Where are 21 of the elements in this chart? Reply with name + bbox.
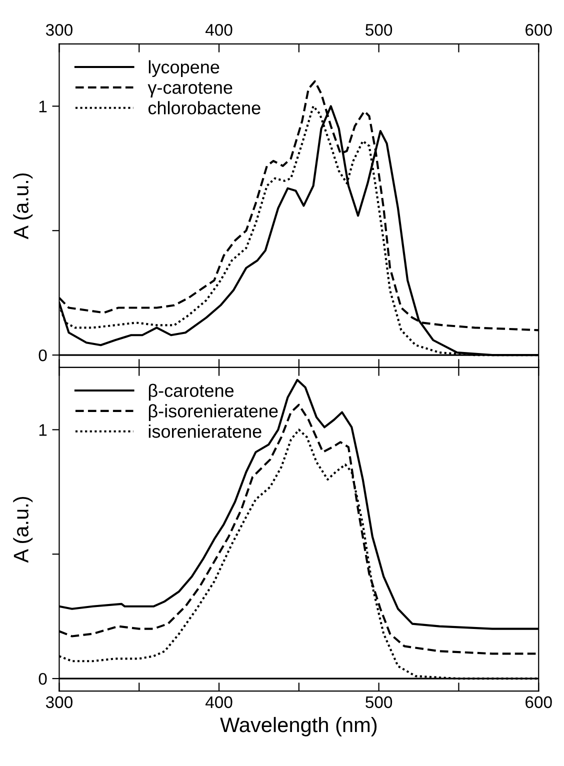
legend-label: γ-carotene <box>148 82 232 98</box>
legend-label: β-isorenieratene <box>148 404 278 422</box>
x-axis-title: Wavelength (nm) <box>220 716 377 736</box>
legend-label: chlorobactene <box>148 101 260 114</box>
y-tick-label: 0 <box>38 672 47 685</box>
x-tick-label: 400 <box>206 24 232 36</box>
x-tick-label: 600 <box>526 696 552 708</box>
x-tick-label: 400 <box>206 696 232 708</box>
legend-label: isorenieratene <box>148 424 262 438</box>
y-axis-title: A (a.u.) <box>13 173 33 240</box>
y-axis-title: A (a.u.) <box>13 496 33 563</box>
x-tick-label: 300 <box>46 24 72 36</box>
y-tick-label: 1 <box>39 100 47 112</box>
x-tick-label: 600 <box>526 24 552 36</box>
legend-label: β-carotene <box>148 384 234 401</box>
x-tick-label: 300 <box>46 696 72 708</box>
legend-label: lycopene <box>148 60 220 78</box>
y-tick-label: 0 <box>38 349 47 362</box>
y-tick-label: 1 <box>39 424 47 436</box>
x-tick-label: 500 <box>366 696 392 708</box>
x-tick-label: 500 <box>366 24 392 36</box>
